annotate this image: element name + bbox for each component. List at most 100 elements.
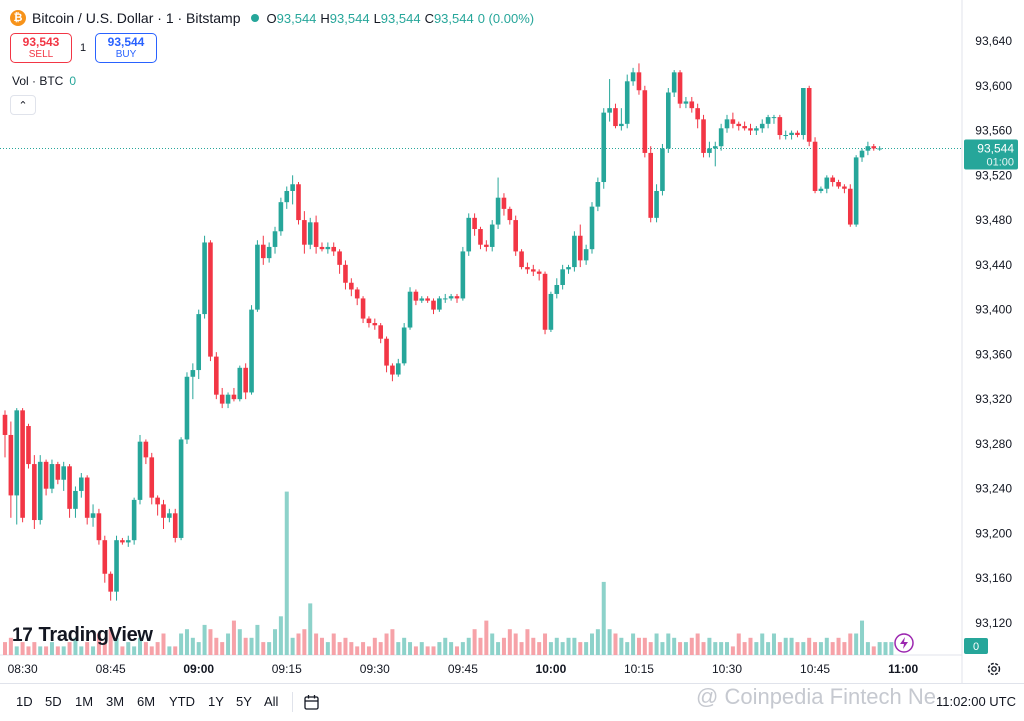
candle-body bbox=[630, 72, 636, 82]
candle-body bbox=[237, 367, 243, 400]
range-1d-button[interactable]: 1D bbox=[16, 694, 33, 709]
volume-legend-label: Vol · BTC bbox=[12, 74, 64, 88]
candle-body bbox=[607, 108, 612, 113]
gear-icon[interactable] bbox=[986, 661, 1002, 677]
candle-body bbox=[589, 206, 595, 250]
collapse-legend-button[interactable]: ⌃ bbox=[10, 95, 36, 115]
volume-bar bbox=[478, 637, 483, 655]
volume-bar bbox=[748, 637, 753, 655]
price-tick-label: 93,520 bbox=[975, 168, 1012, 182]
volume-bar bbox=[408, 642, 413, 655]
candle-body bbox=[225, 394, 231, 404]
candle-body bbox=[660, 148, 665, 191]
range-5y-button[interactable]: 5Y bbox=[236, 694, 252, 709]
price-tick-label: 93,160 bbox=[975, 571, 1012, 585]
volume-bar bbox=[578, 642, 583, 655]
range-6m-button[interactable]: 6M bbox=[137, 694, 156, 709]
candle-body bbox=[583, 249, 589, 261]
price-tick-label: 93,400 bbox=[975, 303, 1012, 317]
candle-body bbox=[472, 217, 477, 230]
candle-body bbox=[783, 135, 789, 137]
candle-body bbox=[14, 410, 20, 496]
candle-body bbox=[847, 188, 853, 225]
volume-bar bbox=[860, 620, 865, 655]
candle-body bbox=[84, 477, 90, 518]
change-value: 0 (0.00%) bbox=[477, 10, 535, 26]
volume-bar bbox=[537, 642, 542, 655]
volume-bar bbox=[79, 646, 84, 655]
candle-body bbox=[120, 540, 125, 543]
tradingview-logo[interactable]: 17 TradingView bbox=[12, 624, 153, 647]
candlestick-chart[interactable]: 93,120 93,160 93,200 93,240 93,280 93,320 93,3… bbox=[0, 0, 1024, 683]
volume-bar bbox=[725, 642, 730, 655]
volume-bar bbox=[454, 646, 459, 655]
utc-clock[interactable]: 11:02:00 UTC bbox=[936, 694, 1016, 709]
volume-bar bbox=[267, 642, 272, 655]
volume-bar bbox=[202, 624, 207, 655]
buy-button[interactable]: 93,544 BUY bbox=[95, 33, 157, 63]
candle-body bbox=[167, 513, 172, 518]
volume-bar bbox=[284, 491, 289, 655]
candle-body bbox=[495, 197, 501, 225]
candle-body bbox=[307, 222, 313, 245]
volume-bar bbox=[501, 637, 506, 655]
volume-bar bbox=[161, 633, 166, 655]
volume-bar bbox=[777, 642, 782, 655]
range-3m-button[interactable]: 3M bbox=[106, 694, 125, 709]
volume-bar bbox=[196, 642, 201, 655]
candle-body bbox=[842, 186, 847, 189]
volume-bar bbox=[566, 637, 571, 655]
candle-body bbox=[79, 477, 84, 491]
volume-bar bbox=[818, 642, 823, 655]
range-1y-button[interactable]: 1Y bbox=[208, 694, 224, 709]
bar-countdown: 01:00 bbox=[986, 156, 1014, 168]
candle-body bbox=[801, 88, 806, 136]
candle-body bbox=[754, 128, 759, 131]
volume-bar bbox=[801, 642, 806, 655]
candle-body bbox=[190, 370, 196, 377]
candle-body bbox=[202, 242, 207, 315]
candle-body bbox=[172, 513, 178, 538]
price-tick-label: 93,480 bbox=[975, 213, 1012, 227]
volume-bar bbox=[625, 642, 630, 655]
range-ytd-button[interactable]: YTD bbox=[169, 694, 195, 709]
time-tick-label: 10:15 bbox=[624, 662, 654, 676]
candle-body bbox=[325, 246, 331, 250]
symbol-title[interactable]: Bitcoin / U.S. Dollar · 1 · Bitstamp bbox=[32, 10, 241, 26]
lightning-icon[interactable] bbox=[893, 632, 915, 654]
candle-body bbox=[859, 150, 865, 158]
candle-body bbox=[55, 464, 61, 480]
candle-body bbox=[343, 264, 348, 283]
volume-bar bbox=[343, 637, 348, 655]
last-price-tag-value: 93,544 bbox=[977, 141, 1014, 155]
candle-body bbox=[548, 293, 554, 330]
volume-bar bbox=[883, 642, 888, 655]
candle-body bbox=[448, 296, 454, 299]
time-tick-label: 10:00 bbox=[536, 662, 567, 676]
volume-bar bbox=[143, 642, 148, 655]
volume-bar bbox=[61, 646, 66, 655]
volume-bar bbox=[848, 633, 853, 655]
price-tick-label: 93,200 bbox=[975, 526, 1012, 540]
toolbar-divider bbox=[292, 692, 293, 712]
volume-legend[interactable]: Vol · BTC 0 bbox=[12, 74, 76, 88]
volume-bar bbox=[255, 624, 260, 655]
order-quantity[interactable]: 1 bbox=[80, 42, 87, 54]
watermark-text: @ Coinpedia Fintech Ne bbox=[696, 684, 937, 709]
range-5d-button[interactable]: 5D bbox=[45, 694, 62, 709]
volume-bar bbox=[249, 637, 254, 655]
range-1m-button[interactable]: 1M bbox=[75, 694, 94, 709]
sell-button[interactable]: 93,543 SELL bbox=[10, 33, 72, 63]
candle-body bbox=[478, 229, 483, 245]
volume-bar bbox=[26, 646, 31, 655]
volume-bar bbox=[413, 646, 418, 655]
candle-body bbox=[425, 298, 430, 301]
candle-body bbox=[759, 123, 765, 129]
volume-tag-value: 0 bbox=[973, 641, 979, 653]
calendar-icon[interactable] bbox=[303, 693, 321, 711]
volume-bar bbox=[490, 633, 495, 655]
candle-body bbox=[272, 231, 278, 247]
range-all-button[interactable]: All bbox=[264, 694, 279, 709]
candle-body bbox=[20, 410, 25, 518]
candle-body bbox=[137, 441, 143, 500]
